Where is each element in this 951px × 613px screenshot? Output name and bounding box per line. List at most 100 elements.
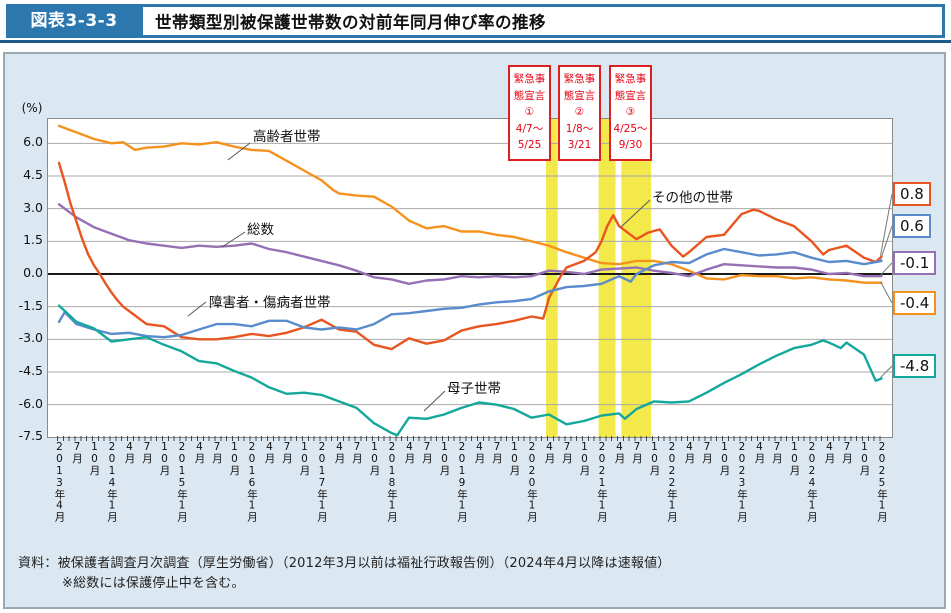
x-tick-label: 4月 [613,441,626,464]
x-tick-label: 10月 [578,441,591,476]
y-tick-label: 6.0 [23,134,43,150]
x-tick-label: 10月 [648,441,661,476]
figure-number-tag: 図表3-3-3 [30,11,118,31]
x-tick-label: 2022年1月 [665,441,678,522]
x-tick-label: 2025年1月 [875,441,888,522]
end-value-label: -0.1 [893,251,937,275]
x-tick-label: 2015年1月 [175,441,188,522]
end-value-label: 0.6 [893,214,931,238]
x-tick-label: 7月 [140,441,153,464]
figure-title-box: 世帯類型別被保護世帯数の対前年同月伸び率の推移 [143,7,942,35]
y-tick-label: -7.5 [18,428,43,444]
x-tick-label: 2024年1月 [805,441,818,522]
x-tick-label: 2023年1月 [735,441,748,522]
y-axis-unit-label: (%) [21,101,43,115]
emergency-declaration-text: 4/25～ [613,122,648,135]
x-tick-label: 10月 [158,441,171,476]
x-tick-label: 7月 [210,441,223,464]
x-tick-label: 2018年1月 [385,441,398,522]
x-tick-label: 10月 [368,441,381,476]
y-tick-label: 4.5 [23,166,43,182]
x-tick-label: 10月 [858,441,871,476]
emergency-period-band [621,119,652,437]
x-tick-label: 10月 [508,441,521,476]
figure-header-strip: 図表3-3-3 世帯類型別被保護世帯数の対前年同月伸び率の推移 [6,4,945,38]
emergency-declaration-text: 態宣言 [563,89,596,102]
end-value-label: -0.4 [893,291,937,315]
source-note: 資料：被保護者調査月次調査（厚生労働省）（2012年3月以前は福祉行政報告例）（… [18,556,671,571]
x-tick-label: 7月 [840,441,853,464]
x-tick-label: 2020年1月 [525,441,538,522]
x-tick-label: 10月 [718,441,731,476]
x-tick-label: 7月 [280,441,293,464]
x-tick-label: 2019年1月 [455,441,468,522]
emergency-declaration-box: 緊急事態宣言 ② 1/8～ 3/21 [558,65,601,161]
x-tick-label: 4月 [193,441,206,464]
emergency-declaration-text: 緊急事 [563,73,596,85]
series-label: その他の世帯 [652,190,733,206]
x-axis-month-ticks [57,436,881,441]
emergency-declaration-text: ① [524,106,535,118]
page-title: 世帯類型別被保護世帯数の対前年同月伸び率の推移 [155,13,546,32]
line-series-その他の世帯 [57,161,883,351]
x-tick-label: 4月 [473,441,486,464]
x-tick-label: 2017年1月 [315,441,328,522]
series-label: 母子世帯 [447,381,501,397]
x-tick-label: 7月 [420,441,433,464]
footnote: ※総数には保護停止中を含む。 [62,576,245,591]
y-tick-label: -3.0 [18,330,43,346]
end-value-label: -4.8 [893,354,937,378]
x-tick-label: 2013年4月 [53,441,66,522]
emergency-declaration-text: 5/25 [517,139,542,151]
x-tick-label: 7月 [350,441,363,464]
emergency-declaration-text: 4/7～ [515,122,544,135]
plot-area [47,118,893,438]
x-tick-label: 7月 [630,441,643,464]
x-tick-label: 2016年1月 [245,441,258,522]
y-tick-label: -4.5 [18,363,43,378]
y-tick-label: -6.0 [18,395,43,411]
line-series-高齢者世帯 [57,124,883,284]
line-series-障害者・傷病者世帯 [57,247,883,339]
x-tick-label: 7月 [700,441,713,464]
y-tick-label: 0.0 [23,265,43,280]
y-tick-label: 1.5 [23,232,43,248]
emergency-declaration-text: 1/8～ [565,122,594,135]
plot-svg [48,119,892,437]
emergency-declaration-text: 緊急事 [614,73,647,85]
x-tick-label: 10月 [788,441,801,476]
series-label: 障害者・傷病者世帯 [209,295,331,311]
x-tick-label: 2021年1月 [595,441,608,522]
series-label: 総数 [247,222,274,238]
emergency-declaration-text: 9/30 [618,139,643,151]
emergency-period-band [546,119,558,437]
emergency-declaration-text: ③ [625,106,636,118]
header-underline [0,40,951,43]
x-tick-label: 4月 [823,441,836,464]
x-tick-label: 7月 [70,441,83,464]
emergency-declaration-text: 緊急事 [513,73,546,85]
series-label: 高齢者世帯 [253,129,321,145]
end-value-label: 0.8 [893,182,931,206]
x-tick-label: 10月 [438,441,451,476]
emergency-declaration-text: ② [574,106,585,118]
x-tick-label: 2014年1月 [105,441,118,522]
line-series-総数 [57,203,883,286]
line-series-母子世帯 [57,304,883,437]
y-tick-label: -1.5 [18,297,43,313]
x-tick-label: 4月 [403,441,416,464]
x-tick-label: 7月 [770,441,783,464]
emergency-declaration-text: 3/21 [567,139,592,151]
emergency-declaration-box: 緊急事 態宣言 ③ 4/25～ 9/30 [609,65,652,161]
x-tick-label: 10月 [88,441,101,476]
x-tick-label: 7月 [560,441,573,464]
emergency-declaration-text: 態宣言 [513,89,546,102]
x-tick-label: 10月 [228,441,241,476]
x-tick-label: 4月 [263,441,276,464]
emergency-period-band [598,119,616,437]
x-tick-label: 4月 [333,441,346,464]
emergency-declaration-box: 緊急事態宣言 ① 4/7～ 5/25 [508,65,551,161]
x-tick-label: 4月 [543,441,556,464]
y-tick-label: 3.0 [23,199,43,215]
